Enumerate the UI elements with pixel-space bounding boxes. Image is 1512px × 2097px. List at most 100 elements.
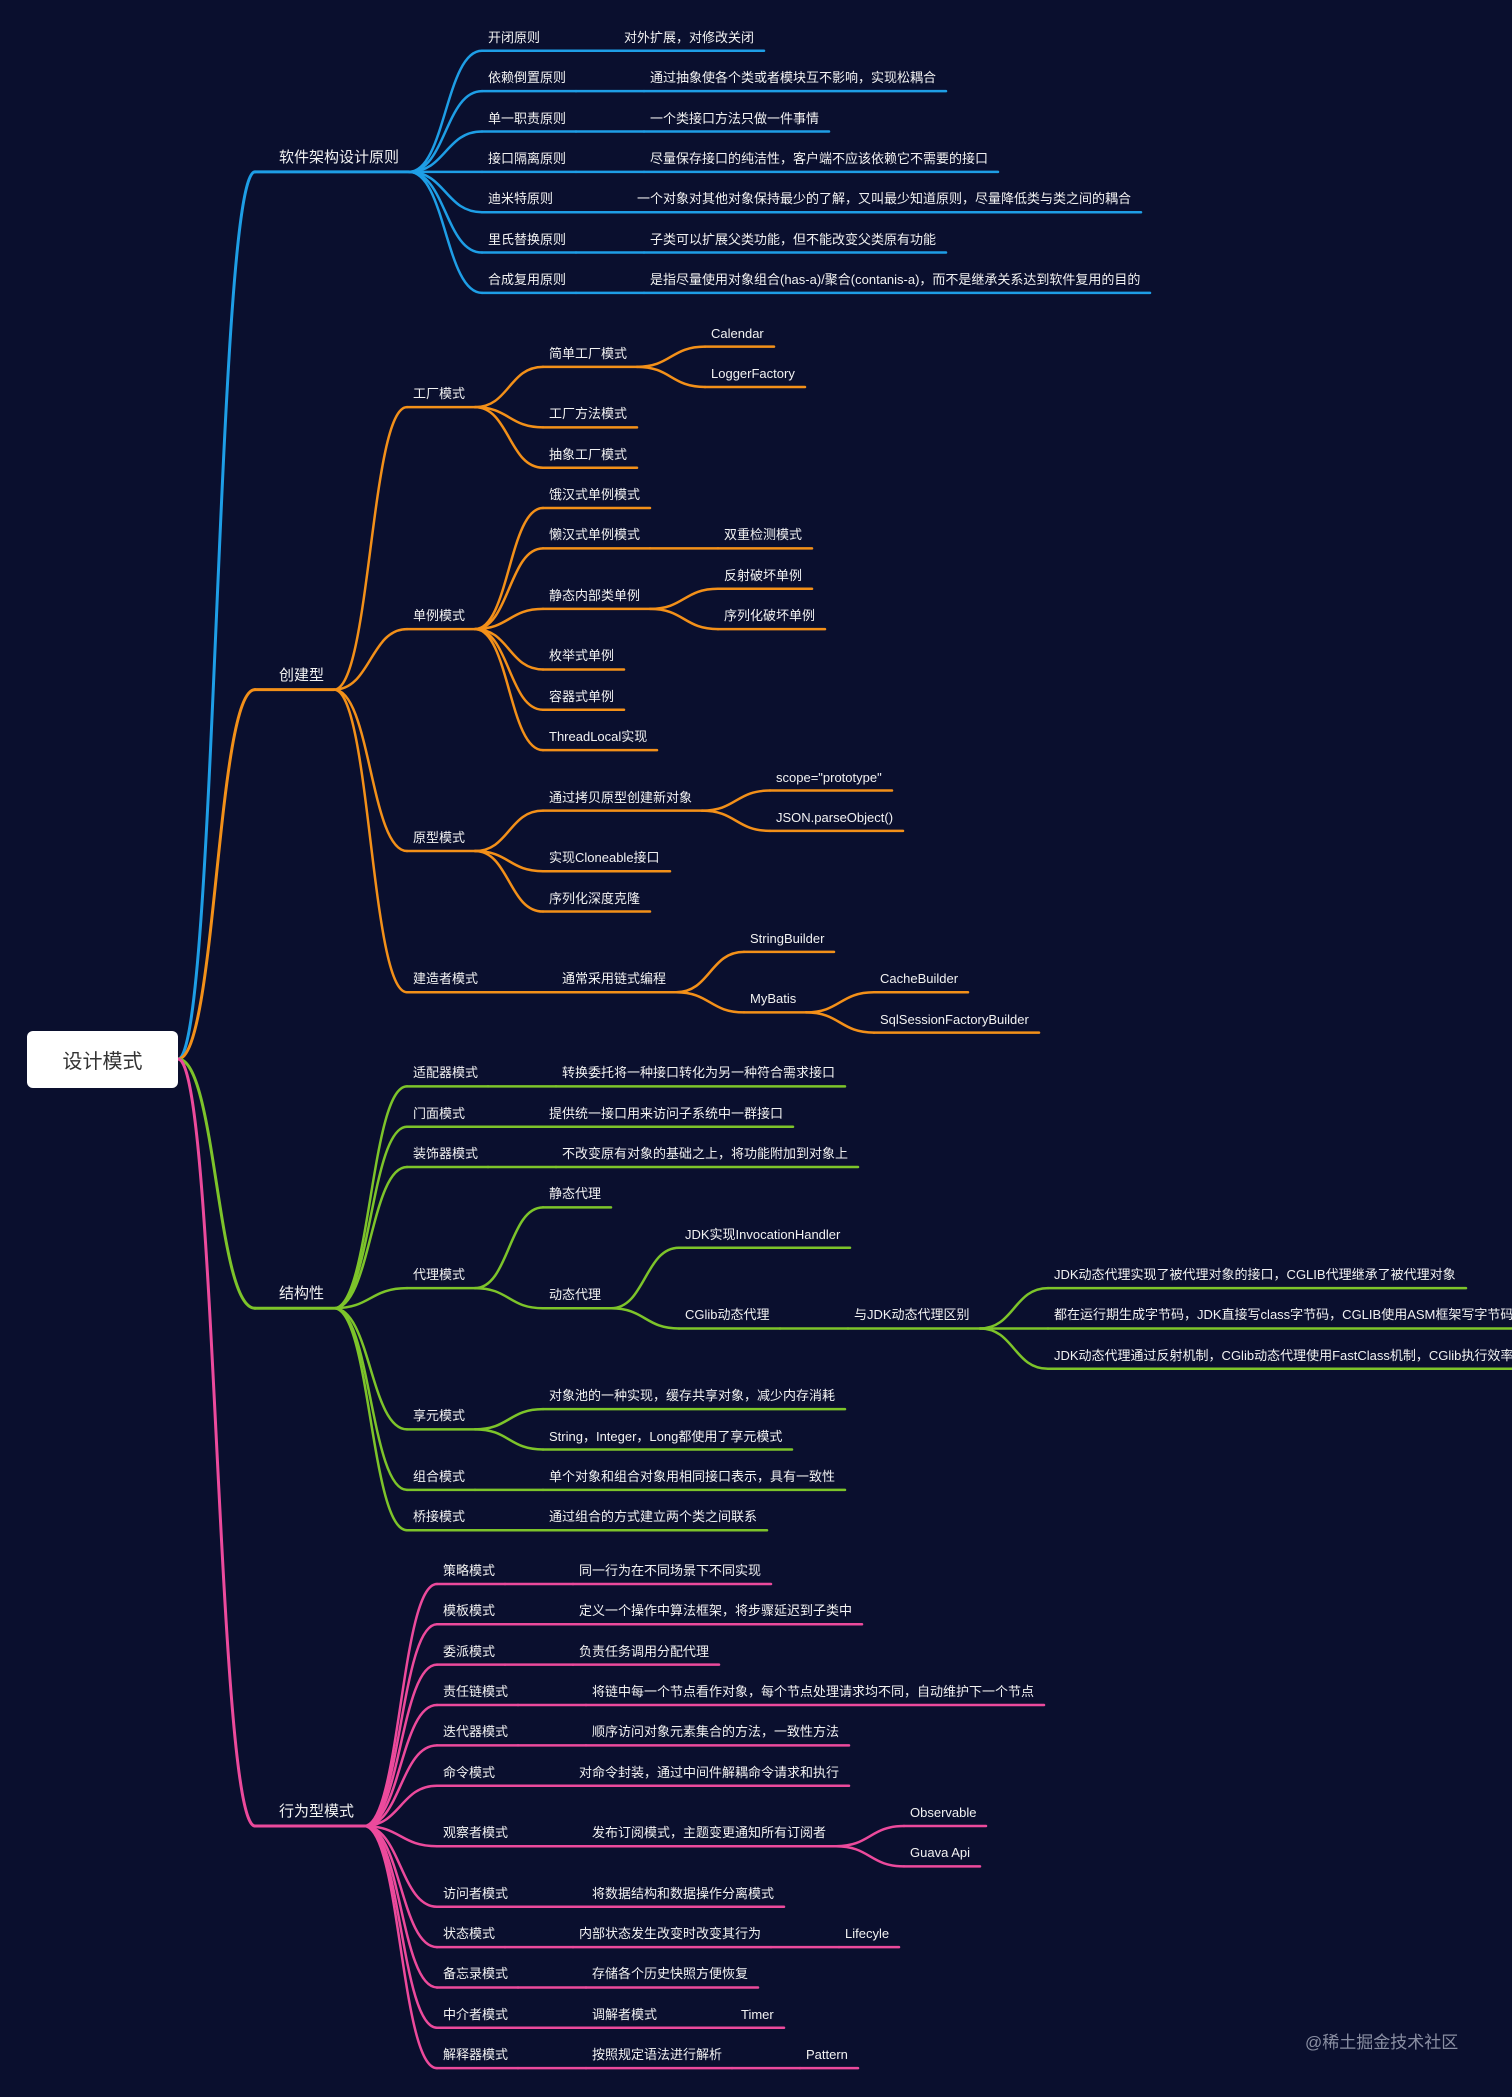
leaf-topic[interactable]: SqlSessionFactoryBuilder <box>880 1011 1029 1027</box>
subtopic-node[interactable]: 依赖倒置原则 <box>488 70 567 86</box>
leaf-topic[interactable]: Lifecyle <box>845 1926 890 1942</box>
subtopic-node[interactable]: 内部状态发生改变时改变其行为 <box>579 1926 762 1942</box>
leaf-topic[interactable]: 将数据结构和数据操作分离模式 <box>592 1885 775 1901</box>
leaf-topic[interactable]: 抽象工厂模式 <box>549 446 628 462</box>
leaf-topic[interactable]: JDK实现InvocationHandler <box>685 1226 841 1242</box>
leaf-topic[interactable]: 饿汉式单例模式 <box>549 487 641 503</box>
subtopic-node[interactable]: 开闭原则 <box>488 29 541 45</box>
subtopic-node[interactable]: 桥接模式 <box>413 1509 466 1525</box>
subtopic-node[interactable]: 状态模式 <box>443 1926 496 1942</box>
leaf-topic[interactable]: 对命令封装，通过中间件解耦命令请求和执行 <box>579 1764 840 1780</box>
leaf-topic[interactable]: 都在运行期生成字节码，JDK直接写class字节码，CGLIB使用ASM框架写字… <box>1054 1307 1512 1323</box>
subtopic-node[interactable]: 享元模式 <box>413 1408 466 1424</box>
subtopic-node[interactable]: 委派模式 <box>443 1643 496 1659</box>
leaf-topic[interactable]: 尽量保存接口的纯洁性，客户端不应该依赖它不需要的接口 <box>650 150 989 166</box>
leaf-topic[interactable]: 一个类接口方法只做一件事情 <box>650 110 820 126</box>
subtopic-node[interactable]: 迪米特原则 <box>488 191 554 207</box>
leaf-topic[interactable]: 枚举式单例 <box>549 648 615 664</box>
leaf-topic[interactable]: String，Integer，Long都使用了享元模式 <box>549 1428 783 1444</box>
subtopic-node[interactable]: 原型模式 <box>413 830 466 846</box>
subtopic-node[interactable]: 单一职责原则 <box>488 110 567 126</box>
leaf-topic[interactable]: 一个对象对其他对象保持最少的了解，又叫最少知道原则，尽量降低类与类之间的耦合 <box>637 191 1132 207</box>
subtopic-node[interactable]: 组合模式 <box>413 1468 466 1484</box>
leaf-topic[interactable]: Calendar <box>711 325 764 341</box>
leaf-topic[interactable]: 顺序访问对象元素集合的方法，一致性方法 <box>592 1724 840 1740</box>
leaf-topic[interactable]: Observable <box>910 1805 977 1821</box>
branch-topic[interactable]: 软件架构设计原则 <box>279 148 400 166</box>
subtopic-node[interactable]: 发布订阅模式，主题变更通知所有订阅者 <box>592 1825 827 1841</box>
subtopic-node[interactable]: 简单工厂模式 <box>549 345 628 361</box>
leaf-topic[interactable]: Pattern <box>806 2047 848 2063</box>
subtopic-node[interactable]: 装饰器模式 <box>413 1146 479 1162</box>
root-topic[interactable]: 设计模式 <box>27 1031 178 1088</box>
subtopic-node[interactable]: 责任链模式 <box>443 1684 509 1699</box>
leaf-topic[interactable]: 转换委托将一种接口转化为另一种符合需求接口 <box>562 1065 836 1081</box>
subtopic-node[interactable]: 解释器模式 <box>443 2047 509 2063</box>
subtopic-node[interactable]: 策略模式 <box>443 1562 496 1578</box>
leaf-topic[interactable]: 定义一个操作中算法框架，将步骤延迟到子类中 <box>579 1603 853 1619</box>
leaf-topic[interactable]: LoggerFactory <box>711 366 795 381</box>
leaf-topic[interactable]: JSON.parseObject() <box>776 809 894 825</box>
leaf-topic[interactable]: 子类可以扩展父类功能，但不能改变父类原有功能 <box>650 231 937 247</box>
subtopic-node[interactable]: 备忘录模式 <box>443 1966 509 1982</box>
branch-topic[interactable]: 创建型 <box>279 666 325 684</box>
branch-connector <box>473 547 545 631</box>
leaf-topic[interactable]: Guava Api <box>910 1845 970 1861</box>
leaf-topic[interactable]: 通过抽象使各个类或者模块互不影响，实现松耦合 <box>650 70 937 86</box>
subtopic-node[interactable]: 中介者模式 <box>443 2006 509 2022</box>
subtopic-node[interactable]: CGlib动态代理 <box>685 1307 770 1323</box>
subtopic-node[interactable]: 调解者模式 <box>592 2006 658 2022</box>
leaf-topic[interactable]: 反射破坏单例 <box>724 567 803 583</box>
subtopic-node[interactable]: 通常采用链式编程 <box>562 971 667 987</box>
leaf-topic[interactable]: 对象池的一种实现，缓存共享对象，减少内存消耗 <box>549 1388 836 1404</box>
subtopic-node[interactable]: 模板模式 <box>443 1603 496 1619</box>
subtopic-node[interactable]: 通过拷贝原型创建新对象 <box>549 789 693 805</box>
leaf-topic[interactable]: 工厂方法模式 <box>549 406 628 422</box>
leaf-topic[interactable]: JDK动态代理实现了被代理对象的接口，CGLIB代理继承了被代理对象 <box>1054 1267 1456 1283</box>
leaf-topic[interactable]: 序列化破坏单例 <box>724 608 816 624</box>
branch-topic[interactable]: 结构性 <box>279 1285 325 1303</box>
subtopic-node[interactable]: 工厂模式 <box>413 386 466 402</box>
leaf-topic[interactable]: 序列化深度克隆 <box>549 890 641 906</box>
subtopic-node[interactable]: MyBatis <box>750 991 797 1007</box>
subtopic-node[interactable]: 迭代器模式 <box>443 1724 509 1740</box>
branch-connector <box>362 1824 439 2070</box>
leaf-topic[interactable]: 容器式单例 <box>549 688 615 704</box>
subtopic-node[interactable]: 静态内部类单例 <box>549 587 641 603</box>
subtopic-node[interactable]: 合成复用原则 <box>488 271 567 287</box>
leaf-topic[interactable]: JDK动态代理通过反射机制，CGlib动态代理使用FastClass机制，CGl… <box>1054 1347 1512 1363</box>
leaf-topic[interactable]: 通过组合的方式建立两个类之间联系 <box>549 1509 758 1525</box>
subtopic-node[interactable]: 懒汉式单例模式 <box>549 527 641 543</box>
branch-topic[interactable]: 行为型模式 <box>279 1803 355 1821</box>
subtopic-node[interactable]: 访问者模式 <box>443 1885 509 1901</box>
leaf-topic[interactable]: 实现Cloneable接口 <box>549 850 660 866</box>
leaf-topic[interactable]: 同一行为在不同场景下不同实现 <box>579 1562 762 1578</box>
subtopic-node[interactable]: 动态代理 <box>549 1287 602 1303</box>
leaf-topic[interactable]: StringBuilder <box>750 930 825 946</box>
leaf-topic[interactable]: 对外扩展，对修改关闭 <box>624 29 755 45</box>
leaf-topic[interactable]: ThreadLocal实现 <box>549 729 648 745</box>
subtopic-node[interactable]: 单例模式 <box>413 608 466 624</box>
leaf-topic[interactable]: 存储各个历史快照方便恢复 <box>592 1966 749 1982</box>
subtopic-node[interactable]: 命令模式 <box>443 1764 496 1780</box>
leaf-topic[interactable]: 是指尽量使用对象组合(has-a)/聚合(contanis-a)，而不是继承关系… <box>650 271 1141 287</box>
subtopic-node[interactable]: 适配器模式 <box>413 1065 479 1081</box>
subtopic-node[interactable]: 接口隔离原则 <box>488 150 567 166</box>
leaf-topic[interactable]: 双重检测模式 <box>724 527 803 543</box>
subtopic-node[interactable]: 门面模式 <box>413 1105 466 1121</box>
subtopic-node[interactable]: 建造者模式 <box>413 971 479 987</box>
leaf-topic[interactable]: 将链中每一个节点看作对象，每个节点处理请求均不同，自动维护下一个节点 <box>592 1684 1035 1699</box>
leaf-topic[interactable]: Timer <box>741 2006 774 2022</box>
subtopic-node[interactable]: 按照规定语法进行解析 <box>592 2047 723 2063</box>
subtopic-node[interactable]: 里氏替换原则 <box>488 231 567 247</box>
leaf-topic[interactable]: 负责任务调用分配代理 <box>579 1643 710 1659</box>
leaf-topic[interactable]: 单个对象和组合对象用相同接口表示，具有一致性 <box>549 1468 836 1484</box>
leaf-topic[interactable]: scope="prototype" <box>776 769 882 785</box>
leaf-topic[interactable]: 不改变原有对象的基础之上，将功能附加到对象上 <box>562 1146 849 1162</box>
subtopic-node[interactable]: 与JDK动态代理区别 <box>854 1307 970 1323</box>
leaf-topic[interactable]: CacheBuilder <box>880 971 959 987</box>
subtopic-node[interactable]: 观察者模式 <box>443 1825 509 1841</box>
subtopic-node[interactable]: 代理模式 <box>413 1267 466 1283</box>
leaf-topic[interactable]: 提供统一接口用来访问子系统中一群接口 <box>549 1105 784 1121</box>
leaf-topic[interactable]: 静态代理 <box>549 1186 602 1202</box>
